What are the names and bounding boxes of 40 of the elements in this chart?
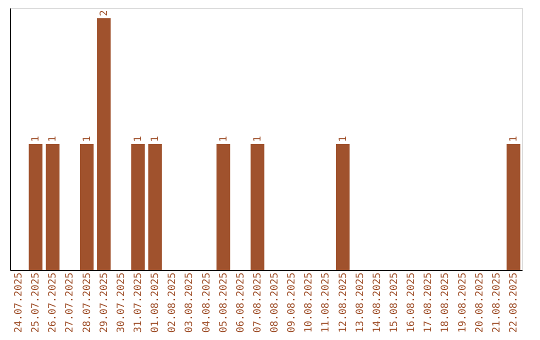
x-tick-label: 02.08.2025: [167, 272, 178, 333]
x-tick-label: 06.08.2025: [235, 272, 246, 333]
x-tick-label: 19.08.2025: [457, 272, 468, 333]
x-tick-label: 18.08.2025: [440, 272, 452, 333]
data-label: 1: [338, 136, 349, 142]
data-label: 1: [48, 136, 59, 142]
x-tick-label: 12.08.2025: [338, 272, 349, 333]
x-tick-label: 28.07.2025: [82, 272, 93, 333]
x-tick-label: 14.08.2025: [372, 272, 383, 333]
data-label: 2: [98, 10, 110, 16]
data-label: 1: [30, 136, 42, 142]
x-tick-label: 16.08.2025: [406, 272, 418, 333]
x-tick-label: 25.07.2025: [30, 272, 42, 333]
x-tick-label: 11.08.2025: [320, 272, 332, 333]
x-tick-label: 30.07.2025: [116, 272, 127, 333]
data-label: 1: [150, 136, 162, 142]
x-tick-label: 05.08.2025: [218, 272, 230, 333]
x-tick-label: 24.07.2025: [14, 272, 25, 333]
x-tick-label: 09.08.2025: [286, 272, 298, 333]
x-tick-label: 03.08.2025: [184, 272, 196, 333]
data-label: 1: [218, 136, 230, 142]
x-tick-label: 21.08.2025: [491, 272, 502, 333]
data-label: 1: [508, 136, 520, 142]
data-label: 1: [82, 136, 93, 142]
x-tick-label: 15.08.2025: [389, 272, 400, 333]
x-tick-label: 08.08.2025: [270, 272, 281, 333]
x-tick-label: 17.08.2025: [423, 272, 434, 333]
x-tick-label: 22.08.2025: [508, 272, 520, 333]
x-tick-label: 01.08.2025: [150, 272, 162, 333]
x-tick-label: 26.07.2025: [48, 272, 59, 333]
x-tick-label: 29.07.2025: [98, 272, 110, 333]
data-label: 1: [133, 136, 144, 142]
x-tick-label: 04.08.2025: [201, 272, 212, 333]
x-tick-label: 27.07.2025: [64, 272, 76, 333]
data-label: 1: [252, 136, 264, 142]
x-tick-label: 07.08.2025: [252, 272, 264, 333]
x-tick-label: 13.08.2025: [354, 272, 366, 333]
x-tick-label: 20.08.2025: [474, 272, 486, 333]
x-tick-label: 10.08.2025: [304, 272, 315, 333]
x-tick-label: 31.07.2025: [133, 272, 144, 333]
